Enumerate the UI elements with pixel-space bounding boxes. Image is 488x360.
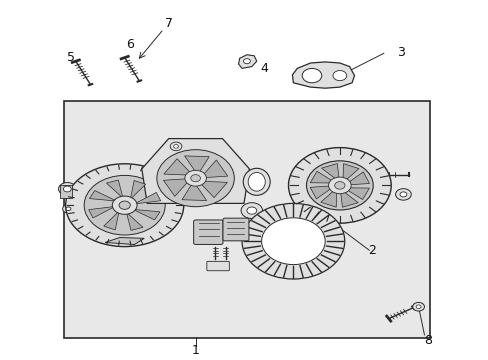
Polygon shape (134, 192, 161, 204)
Text: 4: 4 (260, 62, 267, 75)
FancyBboxPatch shape (223, 218, 248, 241)
Text: 5: 5 (67, 51, 75, 64)
Polygon shape (321, 163, 339, 182)
Polygon shape (200, 160, 227, 178)
Polygon shape (132, 209, 160, 220)
Polygon shape (344, 172, 369, 185)
Polygon shape (198, 181, 227, 198)
Circle shape (285, 235, 301, 247)
Text: 2: 2 (367, 244, 375, 257)
Polygon shape (340, 189, 357, 207)
Circle shape (63, 186, 71, 192)
Circle shape (119, 201, 130, 209)
Polygon shape (88, 206, 115, 218)
Polygon shape (105, 238, 144, 244)
Text: 3: 3 (396, 46, 404, 59)
Text: 1: 1 (191, 345, 199, 357)
Polygon shape (106, 180, 123, 198)
Circle shape (275, 228, 310, 254)
FancyBboxPatch shape (193, 220, 223, 244)
Polygon shape (130, 180, 145, 199)
Circle shape (170, 142, 182, 151)
Circle shape (157, 150, 234, 207)
Polygon shape (320, 188, 336, 207)
Circle shape (395, 189, 410, 200)
Circle shape (328, 177, 350, 194)
Circle shape (332, 71, 346, 81)
Polygon shape (238, 55, 256, 68)
Polygon shape (182, 181, 206, 201)
Polygon shape (309, 186, 334, 199)
Polygon shape (103, 211, 119, 230)
Text: 6: 6 (125, 39, 133, 51)
Polygon shape (126, 212, 142, 230)
Polygon shape (342, 164, 358, 183)
Circle shape (173, 145, 178, 148)
Circle shape (334, 181, 345, 189)
Bar (63, 101, 429, 338)
Circle shape (261, 218, 325, 265)
Text: 8: 8 (423, 334, 431, 347)
Bar (60, 185, 72, 198)
Ellipse shape (65, 164, 183, 247)
Circle shape (399, 192, 406, 197)
Circle shape (302, 68, 321, 83)
Circle shape (415, 305, 420, 309)
Polygon shape (292, 62, 354, 88)
Ellipse shape (247, 172, 264, 191)
Polygon shape (184, 156, 209, 175)
FancyBboxPatch shape (206, 261, 229, 271)
Polygon shape (163, 159, 192, 175)
Polygon shape (142, 139, 249, 203)
Circle shape (184, 170, 206, 186)
Circle shape (59, 183, 76, 195)
Polygon shape (89, 190, 117, 201)
Circle shape (241, 203, 262, 219)
Polygon shape (163, 179, 190, 197)
Polygon shape (310, 171, 335, 183)
Circle shape (306, 161, 372, 210)
Circle shape (412, 302, 424, 311)
Circle shape (242, 203, 344, 279)
Circle shape (246, 207, 256, 214)
Circle shape (243, 59, 250, 64)
Circle shape (62, 204, 74, 213)
Circle shape (190, 175, 200, 182)
Circle shape (112, 196, 137, 214)
Text: 7: 7 (164, 17, 172, 30)
Circle shape (66, 207, 71, 211)
Ellipse shape (243, 168, 269, 195)
Circle shape (288, 148, 390, 223)
Circle shape (84, 175, 165, 235)
Polygon shape (343, 188, 368, 199)
